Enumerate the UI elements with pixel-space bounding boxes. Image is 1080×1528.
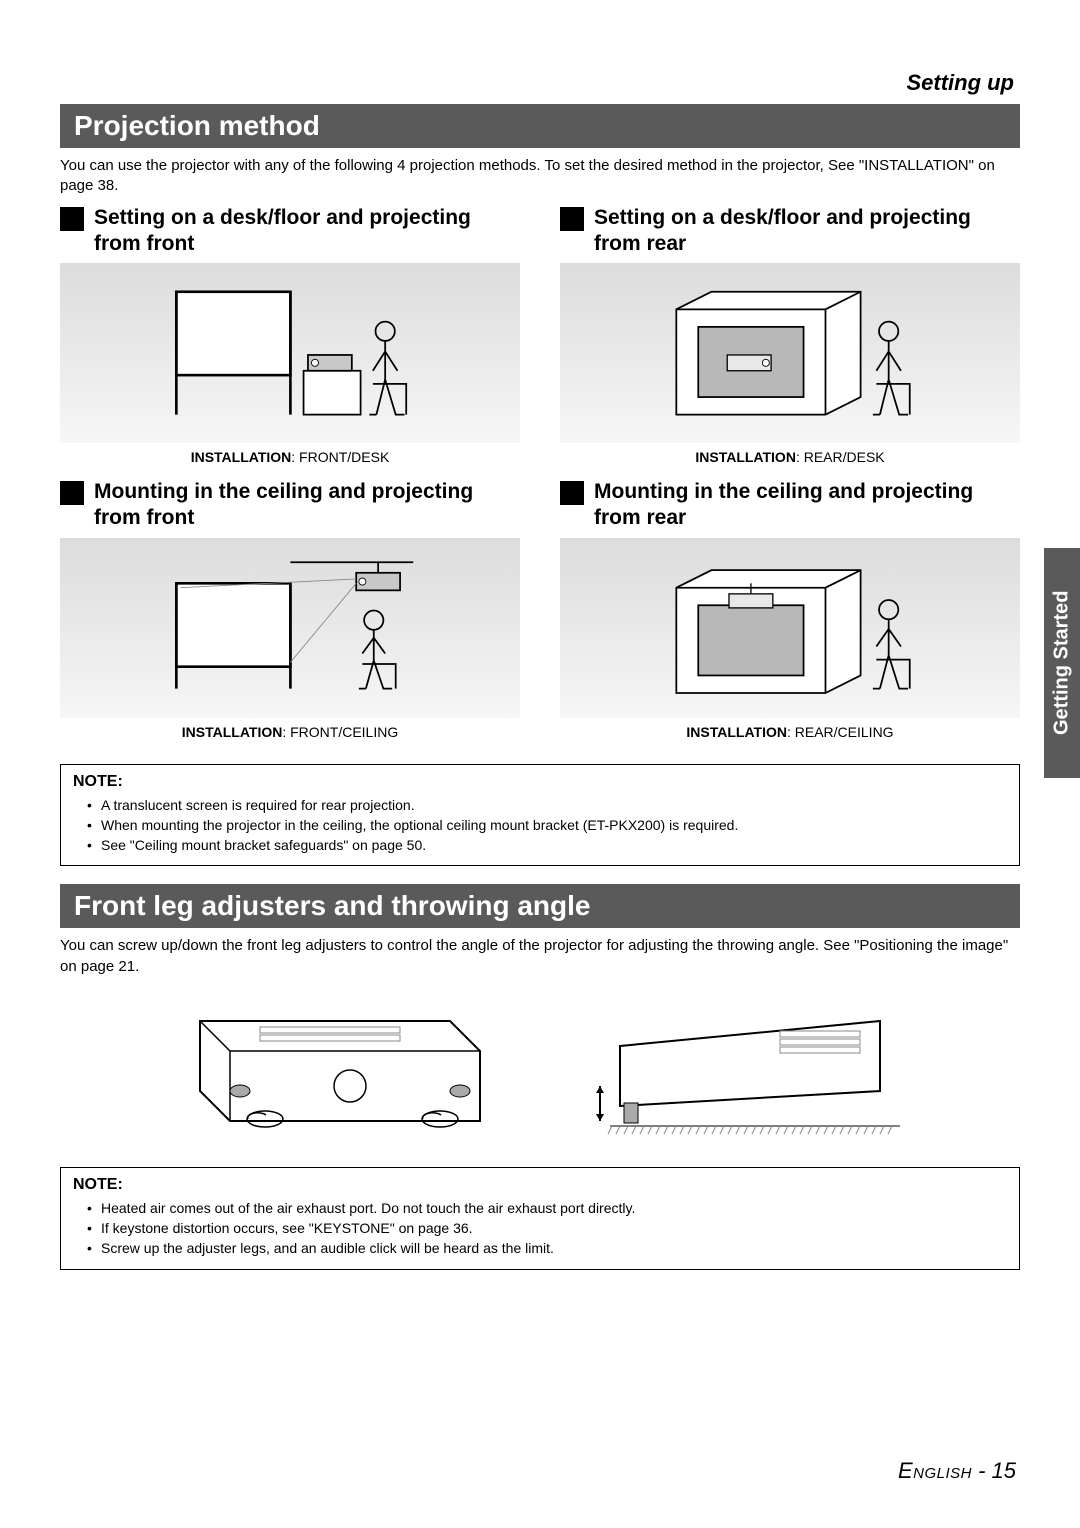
adjuster-diagrams [60,991,1020,1141]
method-title: Mounting in the ceiling and projecting f… [94,479,520,532]
note-item: Screw up the adjuster legs, and an audib… [101,1238,1007,1258]
bullet-icon [560,481,584,505]
note-title: NOTE: [73,1176,1007,1194]
footer-language: English [898,1458,972,1483]
method-rear-desk: Setting on a desk/floor and projecting f… [560,205,1020,476]
method-front-desk: Setting on a desk/floor and projecting f… [60,205,520,476]
install-label: INSTALLATION: FRONT/CEILING [60,724,520,740]
method-front-ceiling: Mounting in the ceiling and projecting f… [60,479,520,750]
page-footer: English - 15 [898,1458,1016,1484]
bullet-icon [560,207,584,231]
install-label: INSTALLATION: REAR/DESK [560,449,1020,465]
diagram-rear-ceiling [560,538,1020,718]
note-list: A translucent screen is required for rea… [73,795,1007,856]
method-title: Setting on a desk/floor and projecting f… [594,205,1020,258]
install-label: INSTALLATION: REAR/CEILING [560,724,1020,740]
method-title: Setting on a desk/floor and projecting f… [94,205,520,258]
section-heading-adjusters: Front leg adjusters and throwing angle [60,884,1020,928]
bullet-icon [60,207,84,231]
bullet-icon [60,481,84,505]
section2-intro: You can screw up/down the front leg adju… [60,936,1020,977]
side-tab-getting-started: Getting Started [1044,548,1080,778]
note-box-adjusters: NOTE: Heated air comes out of the air ex… [60,1167,1020,1270]
diagram-front-ceiling [60,538,520,718]
section-heading-projection: Projection method [60,104,1020,148]
note-list: Heated air comes out of the air exhaust … [73,1198,1007,1259]
method-title: Mounting in the ceiling and projecting f… [594,479,1020,532]
diagram-projector-side [580,991,910,1141]
install-label: INSTALLATION: FRONT/DESK [60,449,520,465]
note-item: See "Ceiling mount bracket safeguards" o… [101,835,1007,855]
page-section-title: Setting up [60,70,1020,96]
note-item: When mounting the projector in the ceili… [101,815,1007,835]
footer-page-number: - 15 [972,1458,1016,1483]
note-box-projection: NOTE: A translucent screen is required f… [60,764,1020,867]
diagram-rear-desk [560,263,1020,443]
note-title: NOTE: [73,773,1007,791]
projection-methods-grid: Setting on a desk/floor and projecting f… [60,205,1020,750]
method-rear-ceiling: Mounting in the ceiling and projecting f… [560,479,1020,750]
diagram-front-desk [60,263,520,443]
note-item: If keystone distortion occurs, see "KEYS… [101,1218,1007,1238]
note-item: Heated air comes out of the air exhaust … [101,1198,1007,1218]
diagram-projector-bottom [170,991,500,1141]
note-item: A translucent screen is required for rea… [101,795,1007,815]
section1-intro: You can use the projector with any of th… [60,156,1020,197]
